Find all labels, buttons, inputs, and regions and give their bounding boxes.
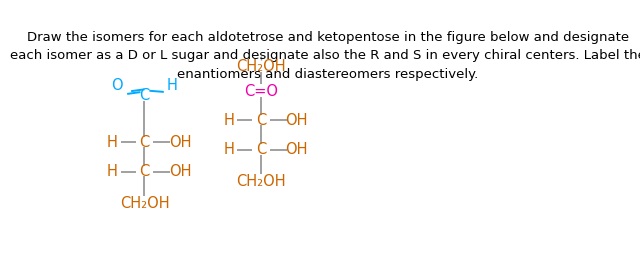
Text: CH₂OH: CH₂OH bbox=[236, 59, 286, 74]
Text: H: H bbox=[223, 143, 234, 157]
Text: C: C bbox=[256, 113, 266, 128]
Text: H: H bbox=[166, 78, 177, 93]
Text: CH₂OH: CH₂OH bbox=[120, 196, 170, 211]
Text: C: C bbox=[256, 143, 266, 157]
Text: H: H bbox=[107, 164, 118, 179]
Text: H: H bbox=[107, 135, 118, 150]
Text: CH₂OH: CH₂OH bbox=[236, 174, 286, 189]
Text: C: C bbox=[140, 164, 150, 179]
Text: OH: OH bbox=[285, 143, 308, 157]
Text: C=O: C=O bbox=[244, 84, 278, 99]
Text: OH: OH bbox=[169, 164, 191, 179]
Text: H: H bbox=[223, 113, 234, 128]
Text: Draw the isomers for each aldotetrose and ketopentose in the figure below and de: Draw the isomers for each aldotetrose an… bbox=[10, 31, 640, 81]
Text: OH: OH bbox=[169, 135, 191, 150]
Text: O: O bbox=[111, 78, 123, 93]
Text: OH: OH bbox=[285, 113, 308, 128]
Text: C: C bbox=[140, 135, 150, 150]
Text: C: C bbox=[140, 88, 150, 103]
